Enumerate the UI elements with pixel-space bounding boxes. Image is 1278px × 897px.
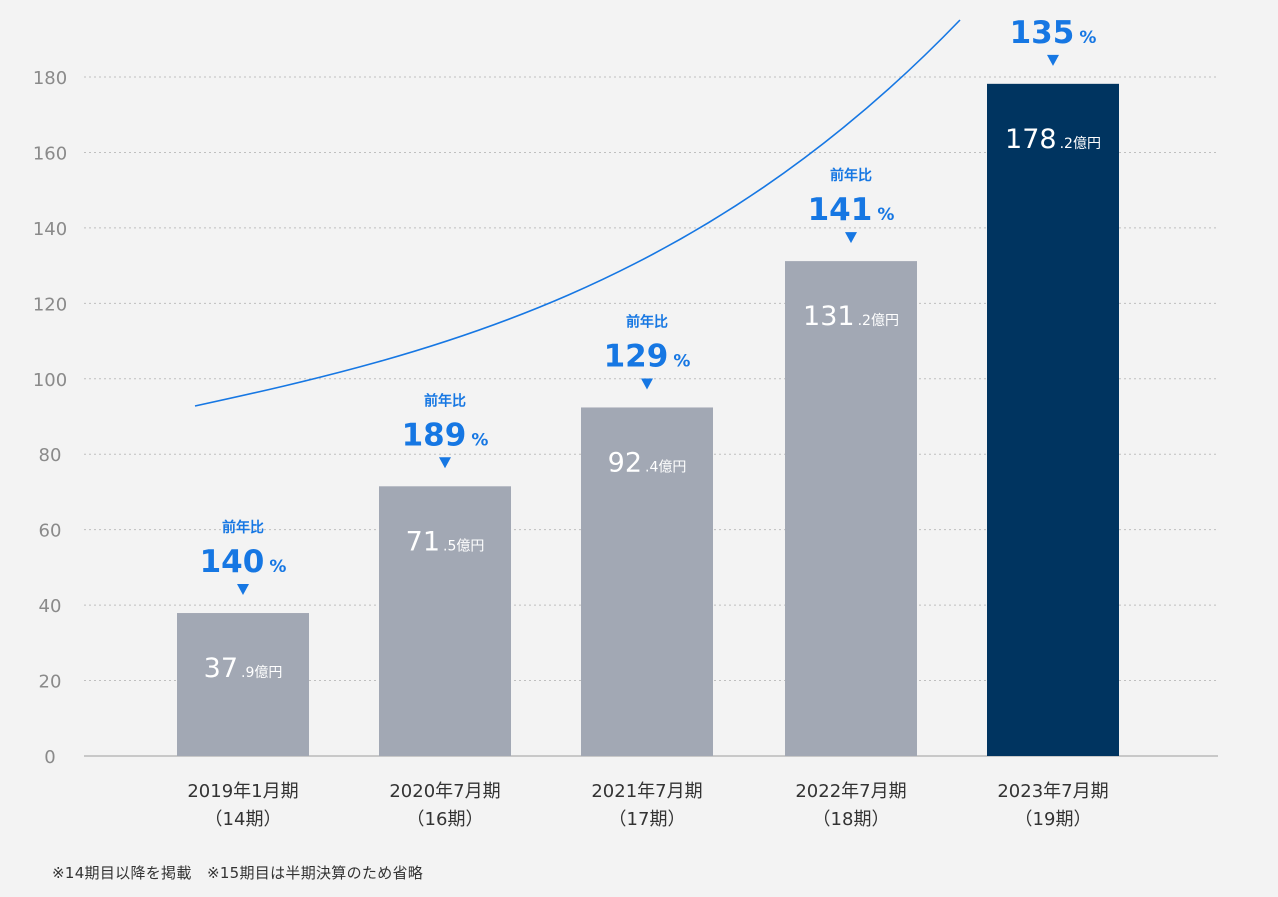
growth-caption-label: 前年比 xyxy=(626,313,668,330)
x-tick-label: 2023年7月期 xyxy=(997,781,1108,802)
growth-arrow-icon xyxy=(1047,54,1059,66)
x-tick-label: （17期） xyxy=(609,809,686,830)
y-tick-label: 160 xyxy=(33,143,67,164)
growth-caption-label: 前年比 xyxy=(830,167,872,184)
bar-value-label: 71.5億円 xyxy=(406,526,485,557)
trend-curve xyxy=(194,19,961,407)
bar xyxy=(177,613,309,756)
bar-value-label: 92.4億円 xyxy=(608,447,687,478)
bar xyxy=(987,83,1119,757)
growth-arrow-icon xyxy=(237,584,249,596)
growth-percent-label: 140% xyxy=(200,544,287,580)
growth-caption-label: 前年比 xyxy=(424,392,466,409)
footnote: ※14期目以降を掲載 ※15期目は半期決算のため省略 xyxy=(52,864,424,882)
x-tick-label: （16期） xyxy=(407,809,484,830)
y-tick-label: 140 xyxy=(33,219,67,240)
growth-percent-label: 189% xyxy=(402,417,489,453)
y-tick-label: 120 xyxy=(33,294,67,315)
x-tick-label: 2019年1月期 xyxy=(187,781,298,802)
x-tick-label: 2021年7月期 xyxy=(591,781,702,802)
y-tick-label: 80 xyxy=(39,445,62,466)
y-tick-label: 60 xyxy=(39,521,62,542)
bar-value-label: 131.2億円 xyxy=(803,301,899,332)
growth-percent-label: 129% xyxy=(604,338,691,374)
bar-value-label: 178.2億円 xyxy=(1005,124,1101,155)
x-tick-label: 2020年7月期 xyxy=(389,781,500,802)
x-tick-label: （18期） xyxy=(813,809,890,830)
y-tick-label: 0 xyxy=(44,747,55,768)
x-tick-label: 2022年7月期 xyxy=(795,781,906,802)
bar xyxy=(581,407,713,756)
growth-arrow-icon xyxy=(641,378,653,390)
growth-percent-label: 135% xyxy=(1010,15,1097,51)
growth-arrow-icon xyxy=(845,232,857,244)
bar xyxy=(379,486,511,756)
growth-percent-label: 141% xyxy=(808,192,895,228)
x-tick-label: （14期） xyxy=(205,809,282,830)
bar-chart: 0 20 40 60 80 100 120 140 160 180 37.9億円 2019年1月期 （1… xyxy=(33,15,1218,830)
growth-arrow-icon xyxy=(439,457,451,469)
y-tick-label: 40 xyxy=(39,596,62,617)
x-tick-label: （19期） xyxy=(1015,809,1092,830)
growth-caption-label: 前年比 xyxy=(222,519,264,536)
bar-value-label: 37.9億円 xyxy=(204,653,283,684)
y-tick-label: 100 xyxy=(33,370,67,391)
y-tick-label: 180 xyxy=(33,68,67,89)
bar xyxy=(785,261,917,756)
y-tick-label: 20 xyxy=(39,672,62,693)
